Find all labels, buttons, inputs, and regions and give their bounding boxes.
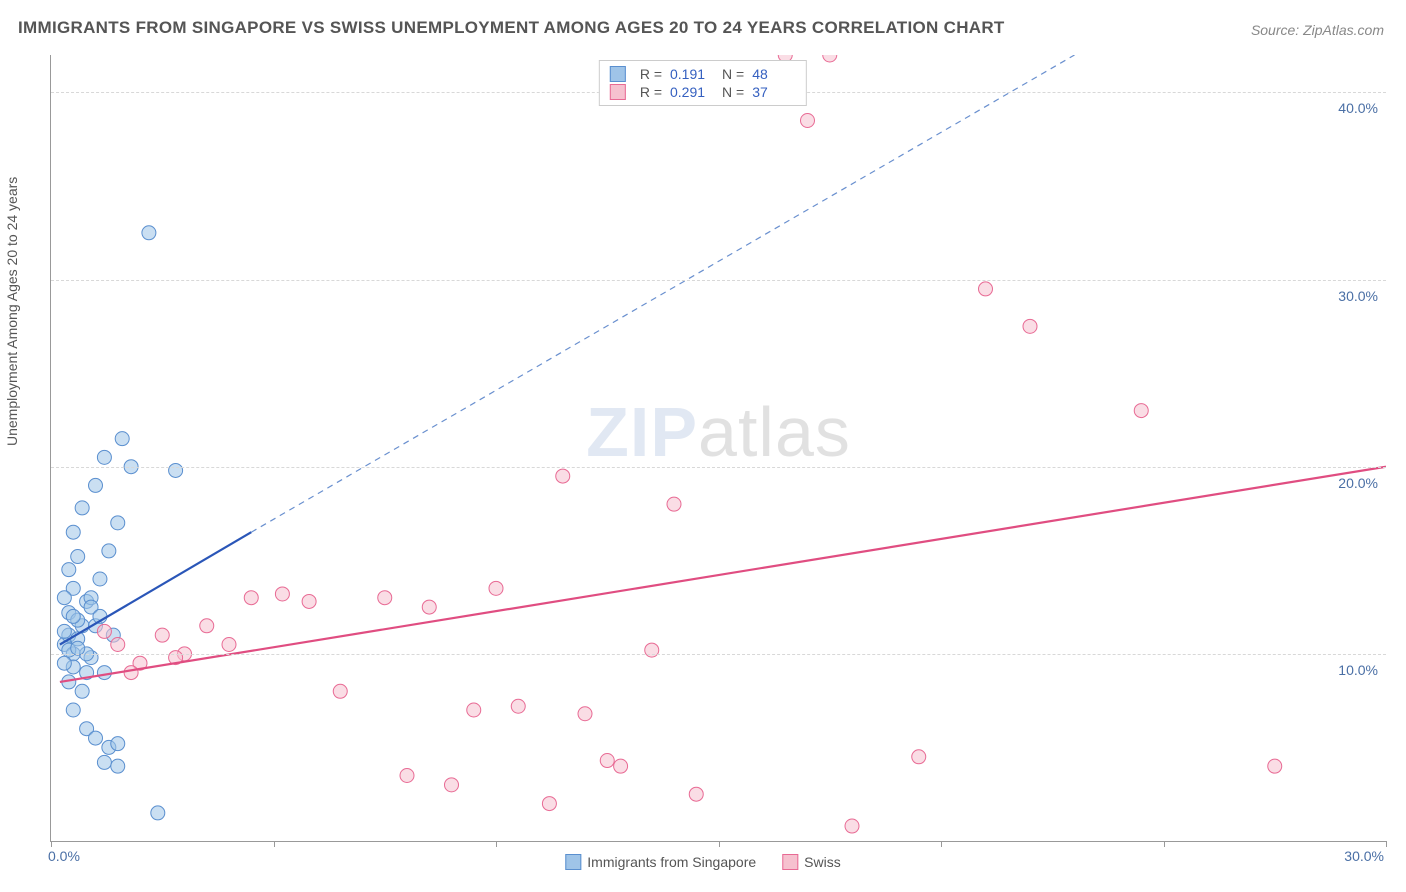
y-tick-label: 20.0%	[1338, 475, 1378, 491]
correlation-legend: R = 0.191 N = 48 R = 0.291 N = 37	[599, 60, 807, 106]
x-axis-max-label: 30.0%	[1344, 848, 1384, 864]
trend-line	[60, 467, 1386, 682]
r-label: R =	[640, 84, 662, 100]
data-point	[445, 778, 459, 792]
data-point	[71, 550, 85, 564]
data-point	[169, 463, 183, 477]
trend-line	[60, 532, 251, 644]
data-point	[57, 656, 71, 670]
data-point	[151, 806, 165, 820]
x-tick	[941, 841, 942, 847]
gridline	[51, 654, 1386, 655]
data-point	[511, 699, 525, 713]
data-point	[115, 432, 129, 446]
series-legend: Immigrants from Singapore Swiss	[565, 854, 840, 870]
legend-swatch	[610, 66, 626, 82]
data-point	[1023, 319, 1037, 333]
data-point	[244, 591, 258, 605]
data-point	[542, 797, 556, 811]
data-point	[275, 587, 289, 601]
data-point	[912, 750, 926, 764]
data-point	[124, 666, 138, 680]
data-point	[979, 282, 993, 296]
data-point	[422, 600, 436, 614]
chart-title: IMMIGRANTS FROM SINGAPORE VS SWISS UNEMP…	[18, 18, 1005, 38]
legend-swatch	[610, 84, 626, 100]
x-tick	[719, 841, 720, 847]
x-tick	[1164, 841, 1165, 847]
legend-stat-row: R = 0.191 N = 48	[610, 65, 796, 83]
data-point	[111, 759, 125, 773]
x-axis-min-label: 0.0%	[48, 848, 80, 864]
data-point	[302, 594, 316, 608]
y-tick-label: 30.0%	[1338, 288, 1378, 304]
data-point	[97, 450, 111, 464]
data-point	[57, 591, 71, 605]
data-point	[489, 581, 503, 595]
trend-line-dashed	[251, 55, 1074, 532]
data-point	[93, 572, 107, 586]
data-point	[66, 609, 80, 623]
data-point	[801, 114, 815, 128]
r-label: R =	[640, 66, 662, 82]
data-point	[66, 525, 80, 539]
data-point	[845, 819, 859, 833]
data-point	[66, 703, 80, 717]
data-point	[75, 501, 89, 515]
data-point	[97, 755, 111, 769]
y-tick-label: 40.0%	[1338, 100, 1378, 116]
r-value: 0.291	[670, 84, 714, 100]
legend-item: Swiss	[782, 854, 841, 870]
data-point	[1134, 404, 1148, 418]
data-point	[75, 684, 89, 698]
data-point	[333, 684, 347, 698]
data-point	[823, 55, 837, 62]
data-point	[57, 624, 71, 638]
x-tick	[496, 841, 497, 847]
scatter-chart	[51, 55, 1386, 841]
data-point	[556, 469, 570, 483]
gridline	[51, 467, 1386, 468]
legend-stat-row: R = 0.291 N = 37	[610, 83, 796, 101]
data-point	[155, 628, 169, 642]
data-point	[1268, 759, 1282, 773]
data-point	[111, 638, 125, 652]
legend-item: Immigrants from Singapore	[565, 854, 756, 870]
n-value: 48	[752, 66, 796, 82]
legend-swatch	[565, 854, 581, 870]
data-point	[578, 707, 592, 721]
data-point	[689, 787, 703, 801]
data-point	[400, 769, 414, 783]
data-point	[142, 226, 156, 240]
data-point	[614, 759, 628, 773]
gridline	[51, 280, 1386, 281]
plot-area: ZIPatlas 10.0%20.0%30.0%40.0%	[50, 55, 1386, 842]
data-point	[97, 624, 111, 638]
n-label: N =	[722, 66, 744, 82]
x-tick	[51, 841, 52, 847]
data-point	[645, 643, 659, 657]
data-point	[111, 737, 125, 751]
data-point	[62, 563, 76, 577]
x-tick	[274, 841, 275, 847]
x-tick	[1386, 841, 1387, 847]
data-point	[111, 516, 125, 530]
data-point	[667, 497, 681, 511]
data-point	[378, 591, 392, 605]
source-attribution: Source: ZipAtlas.com	[1251, 22, 1384, 38]
data-point	[102, 544, 116, 558]
data-point	[222, 638, 236, 652]
data-point	[600, 754, 614, 768]
data-point	[467, 703, 481, 717]
legend-swatch	[782, 854, 798, 870]
y-axis-title: Unemployment Among Ages 20 to 24 years	[4, 177, 20, 446]
n-label: N =	[722, 84, 744, 100]
data-point	[97, 666, 111, 680]
n-value: 37	[752, 84, 796, 100]
r-value: 0.191	[670, 66, 714, 82]
data-point	[89, 731, 103, 745]
data-point	[200, 619, 214, 633]
data-point	[89, 478, 103, 492]
y-tick-label: 10.0%	[1338, 662, 1378, 678]
